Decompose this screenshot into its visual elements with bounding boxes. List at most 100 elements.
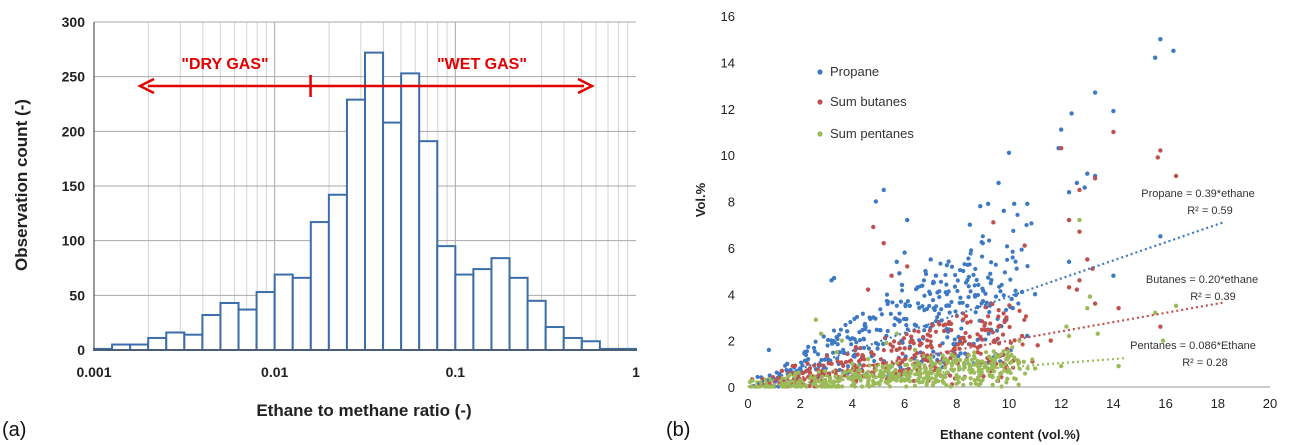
scatter-point bbox=[953, 309, 958, 314]
scatter-point bbox=[952, 345, 957, 350]
scatter-point bbox=[972, 283, 977, 288]
scatter-point bbox=[792, 373, 798, 378]
scatter-point bbox=[1116, 305, 1121, 311]
scatter-point bbox=[920, 304, 925, 309]
scatter-point bbox=[806, 344, 811, 349]
scatter-point bbox=[917, 374, 923, 379]
histogram-bar bbox=[129, 343, 150, 351]
x-tick-label: 12 bbox=[1054, 396, 1068, 411]
scatter-point bbox=[861, 336, 866, 341]
scatter-point bbox=[856, 359, 862, 364]
scatter-point bbox=[831, 275, 837, 281]
scatter-point bbox=[764, 381, 769, 386]
scatter-point bbox=[962, 375, 967, 380]
scatter-point bbox=[840, 384, 845, 389]
scatter-point bbox=[998, 370, 1004, 376]
scatter-point bbox=[912, 366, 917, 371]
scatter-point bbox=[921, 376, 926, 381]
scatter-point bbox=[961, 317, 966, 322]
scatter-point bbox=[1022, 243, 1027, 248]
scatter-point bbox=[845, 364, 851, 369]
y-tick-label: 10 bbox=[721, 148, 735, 163]
y-tick-label: 100 bbox=[62, 233, 86, 249]
scatter-point bbox=[898, 378, 904, 383]
scatter-point bbox=[805, 356, 811, 362]
x-tick-labels: 0 2 4 6 8 10 12 14 16 18 20 bbox=[744, 396, 1277, 411]
scatter-point bbox=[1008, 360, 1013, 365]
scatter-point bbox=[980, 241, 985, 246]
legend-marker bbox=[817, 69, 823, 75]
scatter-point bbox=[1010, 306, 1015, 311]
scatter-point bbox=[848, 358, 853, 363]
scatter-point bbox=[994, 328, 1000, 333]
scatter-point bbox=[990, 382, 995, 387]
scatter-point bbox=[913, 372, 918, 377]
scatter-point bbox=[905, 299, 911, 304]
scatter-point bbox=[897, 341, 902, 346]
histogram-bar bbox=[147, 336, 168, 351]
scatter-point bbox=[988, 271, 993, 276]
scatter-point bbox=[1009, 296, 1014, 302]
scatter-point bbox=[947, 319, 952, 325]
scatter-point bbox=[878, 328, 883, 333]
histogram-bar bbox=[345, 98, 367, 351]
scatter-point bbox=[850, 383, 855, 388]
scatter-point bbox=[1077, 229, 1082, 234]
scatter-point bbox=[878, 368, 883, 374]
scatter-point bbox=[967, 262, 972, 267]
scatter-point bbox=[1001, 349, 1006, 354]
scatter-point bbox=[924, 344, 930, 349]
scatter-point bbox=[811, 382, 816, 387]
scatter-point bbox=[819, 384, 824, 389]
scatter-point bbox=[938, 279, 944, 284]
scatter-point bbox=[898, 299, 904, 304]
scatter-point bbox=[936, 311, 942, 316]
wet-gas-label: "WET GAS" bbox=[437, 56, 527, 73]
legend: Propane Sum butanes Sum pentanes bbox=[817, 64, 914, 141]
scatter-point bbox=[931, 380, 936, 385]
scatter-point bbox=[993, 364, 998, 370]
trendline-equation: Propane = 0.39*ethane bbox=[1141, 188, 1254, 200]
scatter-point bbox=[972, 378, 977, 383]
scatter-point bbox=[981, 374, 986, 379]
scatter-point bbox=[924, 382, 929, 387]
scatter-point bbox=[927, 303, 932, 309]
scatter-point bbox=[813, 317, 819, 322]
scatter-point bbox=[749, 384, 754, 389]
scatter-point bbox=[830, 350, 836, 355]
scatter-point bbox=[884, 368, 890, 374]
scatter-point bbox=[1077, 278, 1082, 283]
scatter-point bbox=[815, 384, 820, 389]
scatter-point bbox=[936, 379, 941, 384]
scatter-point bbox=[979, 319, 985, 324]
scatter-point bbox=[857, 330, 862, 335]
plot-frame bbox=[93, 22, 636, 351]
scatter-point bbox=[881, 241, 886, 246]
scatter-point bbox=[985, 327, 991, 332]
scatter-point bbox=[961, 268, 966, 274]
scatter-point bbox=[845, 335, 850, 340]
scatter-point bbox=[878, 307, 883, 312]
scatter-point bbox=[957, 300, 962, 306]
scatter-point bbox=[993, 262, 998, 267]
scatter-point bbox=[893, 316, 898, 321]
y-tick-label: 8 bbox=[728, 195, 735, 210]
scatter-point bbox=[945, 358, 950, 363]
scatter-point bbox=[1005, 257, 1010, 262]
scatter-point bbox=[928, 257, 933, 262]
y-tick-label: 0 bbox=[728, 380, 735, 395]
scatter-point bbox=[865, 287, 871, 292]
scatter-point bbox=[835, 359, 840, 364]
x-axis-title: Ethane to methane ratio (-) bbox=[256, 401, 471, 420]
scatter-point bbox=[899, 288, 905, 293]
scatter-point bbox=[839, 338, 845, 343]
scatter-point bbox=[957, 267, 963, 273]
scatter-point bbox=[966, 256, 971, 261]
scatter-point bbox=[986, 331, 991, 336]
scatter-point bbox=[923, 366, 928, 371]
scatter-point bbox=[991, 369, 997, 374]
scatter-point bbox=[979, 254, 985, 259]
scatter-point bbox=[924, 306, 930, 311]
scatter-point bbox=[1016, 382, 1021, 387]
scatter-point bbox=[1025, 333, 1030, 339]
